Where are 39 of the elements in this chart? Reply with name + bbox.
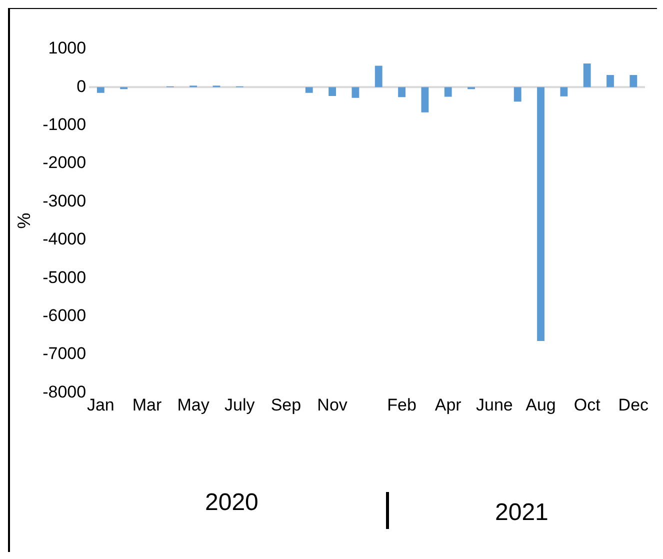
text: 2020: [205, 489, 258, 517]
y-tick-label: 1000: [48, 38, 86, 58]
x-tick-label: May: [177, 395, 210, 414]
x-tick-label: Sep: [270, 395, 302, 414]
y-tick-label: -4000: [42, 230, 86, 249]
x-tick-label: Jan: [86, 395, 114, 414]
x-tick-label: Dec: [618, 395, 650, 414]
bar: [537, 87, 544, 342]
x-tick-label: Apr: [434, 395, 462, 414]
y-tick-label: -8000: [42, 382, 86, 402]
x-tick-label: July: [224, 395, 256, 414]
y-tick-label: -3000: [42, 191, 86, 210]
bar: [606, 74, 614, 88]
bar: [514, 87, 522, 102]
bar: [421, 87, 429, 112]
x-tick-label: Oct: [574, 395, 601, 414]
bar: [96, 87, 104, 93]
y-tick-label: -7000: [42, 344, 86, 364]
bar: [328, 87, 336, 96]
x-tick-label: June: [476, 395, 513, 414]
bar: [352, 87, 360, 98]
y-tick-label: -1000: [42, 115, 86, 134]
bar: [560, 87, 568, 96]
y-tick-label: -2000: [42, 153, 86, 172]
x-tick-label: Feb: [387, 395, 416, 414]
y-tick-label: 0: [76, 76, 86, 96]
x-tick-label: Mar: [132, 395, 162, 414]
y-tick-label: -5000: [42, 268, 86, 287]
text: 2021: [495, 499, 548, 527]
x-tick-label: Aug: [526, 395, 556, 414]
bar: [374, 66, 382, 88]
bar: [398, 87, 406, 98]
y-tick-label: -6000: [42, 306, 86, 325]
y-axis-title: %: [14, 212, 34, 229]
bar: [444, 87, 452, 97]
bar: [630, 74, 638, 88]
x-tick-label: Nov: [317, 395, 348, 414]
bar: [583, 64, 591, 88]
bar: [305, 87, 313, 93]
